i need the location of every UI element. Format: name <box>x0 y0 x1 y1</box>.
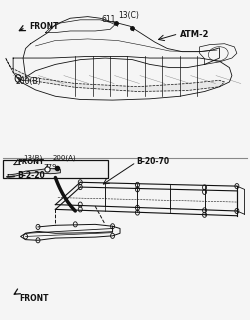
Text: 200(A): 200(A) <box>52 155 76 161</box>
Text: B-2-20: B-2-20 <box>17 171 44 180</box>
Text: 13(B): 13(B) <box>24 155 43 161</box>
Text: 779: 779 <box>44 164 57 170</box>
Polygon shape <box>6 58 224 92</box>
Bar <box>3 160 108 178</box>
Text: 200(B): 200(B) <box>16 77 41 86</box>
Text: FRONT: FRONT <box>29 22 59 31</box>
Text: B-20-70: B-20-70 <box>136 157 169 166</box>
Text: 13(C): 13(C) <box>118 12 139 20</box>
Text: FRONT: FRONT <box>18 159 44 165</box>
Polygon shape <box>8 169 60 177</box>
Text: ATM-2: ATM-2 <box>180 30 209 39</box>
Text: FRONT: FRONT <box>19 294 49 303</box>
Text: 611: 611 <box>102 15 116 24</box>
Polygon shape <box>7 176 14 178</box>
